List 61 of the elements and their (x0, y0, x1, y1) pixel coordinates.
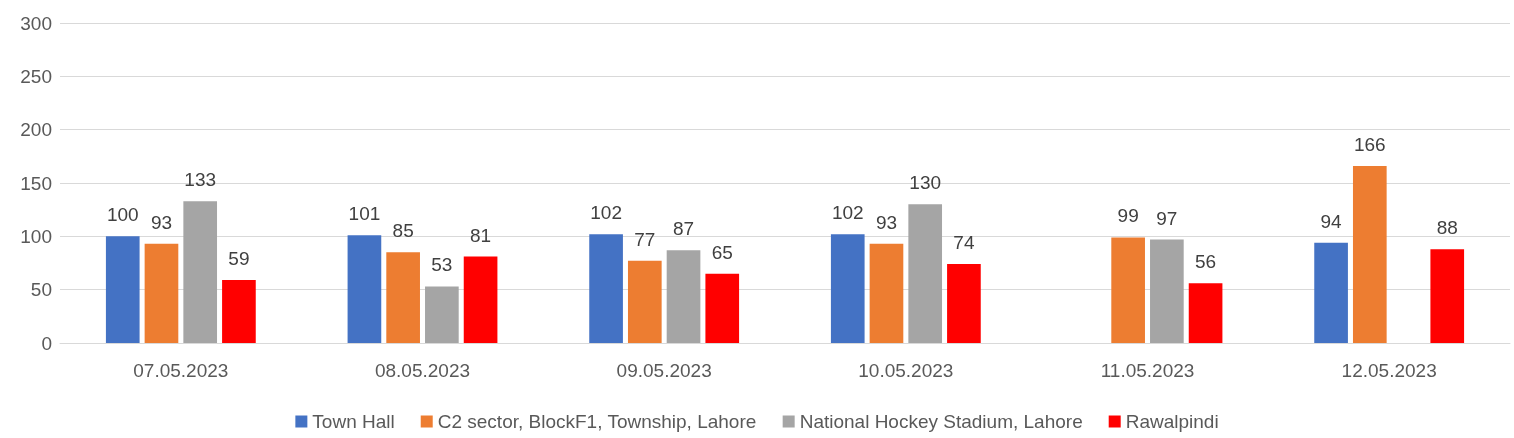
y-tick-label: 0 (41, 332, 52, 354)
data-label: 97 (1156, 207, 1178, 229)
data-label: 81 (470, 224, 492, 246)
bar (1314, 242, 1348, 343)
y-tick-label: 250 (20, 65, 52, 87)
data-label: 99 (1117, 205, 1139, 227)
x-tick-label: 10.05.2023 (858, 360, 954, 381)
data-label: 77 (634, 228, 656, 250)
y-tick-label: 200 (20, 119, 52, 141)
y-tick-label: 50 (30, 279, 52, 301)
data-label: 53 (431, 254, 453, 276)
legend-label: Rawalpindi (1125, 411, 1219, 432)
bar (347, 235, 382, 343)
y-tick-label: 300 (20, 12, 52, 34)
data-label: 85 (392, 220, 414, 242)
bar (183, 201, 218, 343)
data-label: 65 (711, 241, 733, 263)
data-label: 74 (953, 232, 975, 254)
data-label: 100 (106, 204, 139, 226)
bar (705, 273, 740, 343)
bar (908, 204, 943, 343)
y-tick-label: 100 (20, 225, 52, 247)
data-label: 59 (228, 248, 250, 270)
bar (144, 243, 179, 343)
bar (627, 260, 662, 343)
bar (1150, 239, 1184, 343)
data-label: 101 (348, 203, 381, 225)
bar (869, 243, 904, 343)
legend-label: C2 sector, BlockF1, Township, Lahore (437, 411, 757, 432)
x-tick-label: 12.05.2023 (1341, 360, 1437, 381)
legend-label: National Hockey Stadium, Lahore (799, 411, 1083, 432)
bar (1188, 283, 1223, 343)
data-label: 102 (590, 202, 622, 224)
bar (589, 234, 623, 343)
bar (222, 280, 256, 343)
data-label: 93 (150, 211, 173, 233)
bar (666, 250, 701, 343)
bar (386, 252, 420, 343)
bar (1430, 249, 1465, 343)
data-label: 93 (875, 211, 898, 233)
x-tick-label: 09.05.2023 (616, 360, 712, 381)
data-label: 87 (672, 218, 695, 240)
data-label: 94 (1320, 210, 1343, 232)
x-tick-label: 07.05.2023 (133, 360, 229, 381)
data-label: 166 (1353, 133, 1386, 155)
bar (425, 286, 459, 343)
bar (105, 236, 140, 343)
data-label: 56 (1195, 251, 1217, 273)
data-label: 133 (184, 169, 217, 191)
bar (947, 264, 981, 343)
x-tick-label: 08.05.2023 (374, 360, 471, 381)
bar (463, 256, 498, 343)
bar (1111, 237, 1145, 343)
legend-label: Town Hall (312, 411, 395, 432)
bar (830, 234, 865, 343)
data-label: 102 (831, 202, 864, 224)
y-tick-label: 150 (20, 172, 52, 194)
x-tick-label: 11.05.2023 (1100, 360, 1195, 381)
data-label: 88 (1436, 217, 1458, 239)
bar (1352, 165, 1387, 343)
data-label: 130 (909, 172, 942, 194)
